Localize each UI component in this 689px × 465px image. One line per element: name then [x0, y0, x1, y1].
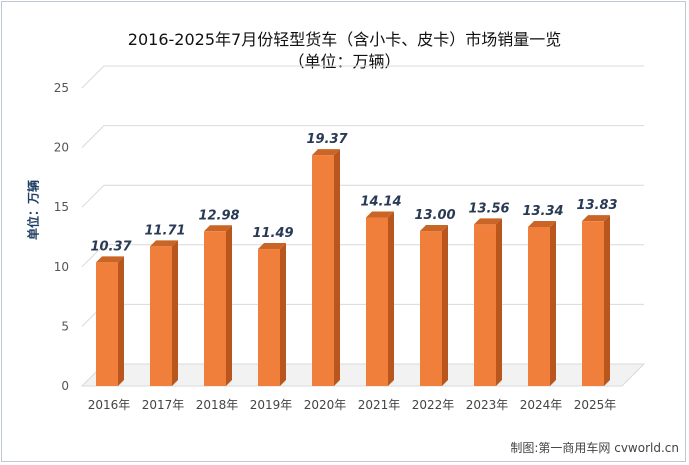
gridline-diagonal: [81, 125, 105, 148]
data-label: 11.49: [252, 226, 293, 241]
bar-side: [550, 220, 556, 386]
bar-top: [474, 218, 502, 225]
bar: [528, 226, 550, 386]
bar-top: [312, 149, 340, 156]
bar-side: [496, 218, 502, 386]
bar-top: [528, 220, 556, 227]
x-tick-label: 2023年: [466, 398, 509, 412]
bar-side: [226, 225, 232, 386]
bar-side: [604, 215, 610, 386]
gridline-diagonal: [81, 184, 105, 208]
x-tick-label: 2021年: [358, 398, 401, 412]
bar-side: [388, 211, 394, 386]
data-label: 13.34: [522, 204, 563, 219]
chart-credit: 制图:第一商用车网 cvworld.cn: [510, 441, 679, 455]
x-tick-label: 2022年: [412, 398, 455, 412]
bar-top: [258, 243, 286, 250]
bar-side: [280, 243, 286, 386]
bar: [150, 246, 172, 386]
data-label: 13.00: [414, 208, 455, 223]
bar: [474, 224, 496, 386]
bar-top: [204, 225, 232, 232]
x-tick-label: 2020年: [304, 398, 347, 412]
data-label: 14.14: [360, 194, 401, 209]
bar: [312, 155, 334, 386]
data-label: 11.71: [144, 223, 185, 238]
bar-side: [442, 225, 448, 386]
x-tick-label: 2017年: [142, 398, 185, 412]
data-label: 19.37: [306, 132, 348, 147]
y-tick-label: 15: [54, 200, 69, 214]
x-tick-label: 2016年: [88, 398, 131, 412]
x-tick-label: 2019年: [250, 398, 293, 412]
bar-top: [150, 240, 178, 247]
x-tick-label: 2018年: [196, 398, 239, 412]
x-tick-label: 2024年: [520, 398, 563, 412]
data-label: 12.98: [198, 208, 239, 223]
bar-side: [118, 256, 124, 386]
chart-title: 2016-2025年7月份轻型货车（含小卡、皮卡）市场销量一览: [127, 30, 562, 49]
bar: [96, 262, 118, 386]
bar-side: [172, 240, 178, 386]
data-label: 10.37: [90, 239, 132, 254]
data-label: 13.83: [576, 198, 617, 213]
y-tick-label: 10: [54, 260, 69, 274]
bar-top: [96, 256, 124, 263]
y-tick-label: 20: [54, 141, 69, 155]
bar-side: [334, 149, 340, 386]
gridline-diagonal: [81, 244, 105, 268]
gridline-diagonal: [81, 65, 105, 89]
y-tick-label: 5: [61, 319, 69, 333]
y-tick-label: 0: [61, 379, 69, 393]
bar: [258, 249, 280, 386]
bar: [204, 231, 226, 386]
bar: [582, 221, 604, 386]
bar-top: [582, 215, 610, 222]
bar: [366, 217, 388, 386]
x-tick-label: 2025年: [574, 398, 617, 412]
y-tick-label: 25: [54, 81, 69, 95]
bar-top: [420, 225, 448, 232]
bar-top: [366, 211, 394, 218]
data-label: 13.56: [468, 201, 509, 216]
bar: [420, 231, 442, 386]
